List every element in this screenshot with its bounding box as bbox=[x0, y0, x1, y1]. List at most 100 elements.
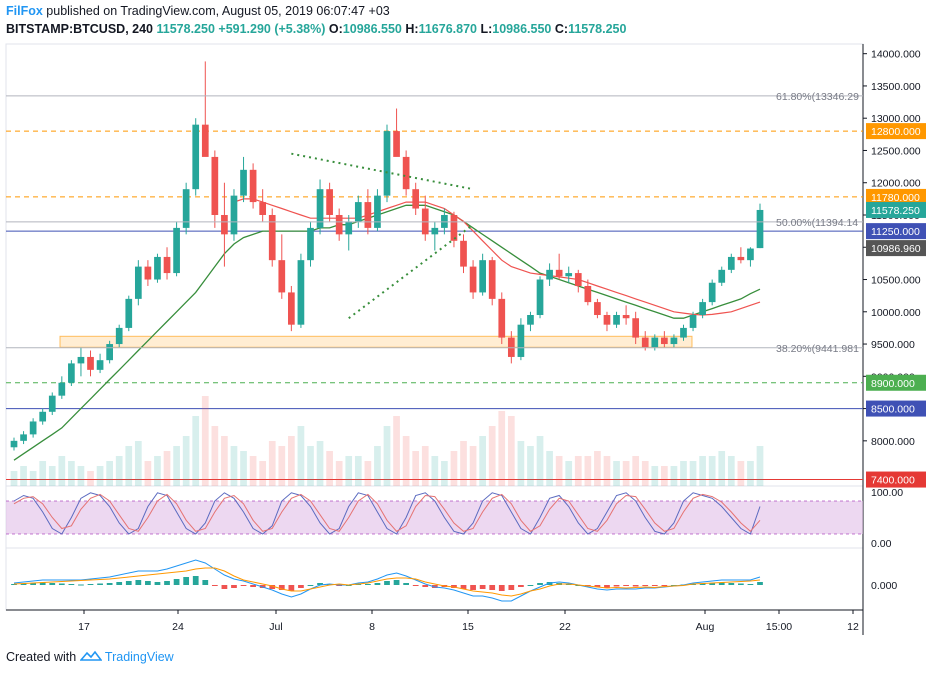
time-axis[interactable]: 17 24 Jul 8 15 22 Aug 15:00 12 bbox=[78, 610, 859, 633]
macd-histogram-bar bbox=[537, 583, 543, 585]
close-label: C: bbox=[554, 22, 569, 36]
price-tick-label: 12500.000 bbox=[871, 145, 921, 157]
price-axis[interactable]: 8000.0008500.0009000.0009500.00010000.00… bbox=[863, 49, 926, 592]
macd-histogram-bar bbox=[422, 585, 429, 587]
macd-histogram-bar bbox=[78, 584, 84, 586]
level-label: 11250.000 bbox=[871, 226, 920, 238]
tradingview-brand[interactable]: TradingView bbox=[104, 650, 174, 664]
macd-histogram-bar bbox=[288, 585, 295, 591]
triangle-lower-line bbox=[348, 223, 474, 320]
time-tick-label: 22 bbox=[559, 621, 571, 633]
volume-bar bbox=[68, 461, 75, 486]
macd-histogram-bar bbox=[125, 581, 132, 585]
level-label-box bbox=[866, 374, 926, 391]
level-label-box bbox=[866, 400, 926, 417]
candle-body bbox=[641, 337, 649, 348]
rsi-tick-label: 0.00 bbox=[871, 538, 892, 550]
volume-bar bbox=[699, 456, 706, 486]
macd-histogram-bar bbox=[718, 582, 725, 585]
macd-histogram-bar bbox=[49, 583, 56, 585]
fib-annotations: 61.80%(13346.29 50.00%(11394.14 38.20%(944… bbox=[6, 91, 863, 355]
price-tick-label: 13500.000 bbox=[871, 81, 921, 93]
macd-histogram-bar bbox=[298, 585, 304, 588]
candle-body bbox=[517, 324, 525, 357]
macd-tick-label: 0.000 bbox=[871, 580, 897, 592]
symbol-title: BITSTAMP:BTCUSD, 240 bbox=[6, 22, 154, 36]
level-label: 7400.000 bbox=[871, 475, 915, 487]
volume-bar bbox=[450, 451, 458, 486]
volume-bar bbox=[115, 456, 123, 486]
volume-bar bbox=[747, 461, 754, 486]
macd-histogram-bar bbox=[489, 585, 496, 590]
level-label-box bbox=[866, 123, 926, 140]
candle-body bbox=[479, 260, 486, 293]
candle-body bbox=[402, 156, 410, 190]
open-label: O: bbox=[328, 22, 343, 36]
volume-bar bbox=[383, 426, 391, 486]
volume-bar bbox=[460, 441, 467, 486]
author-name[interactable]: FilFox bbox=[6, 4, 43, 18]
candle-body bbox=[737, 256, 745, 261]
triangle-pattern bbox=[291, 152, 474, 320]
time-tick-label: 24 bbox=[172, 621, 184, 633]
macd-histogram-bar bbox=[307, 585, 314, 586]
volume-bar bbox=[651, 466, 659, 486]
candle-body bbox=[278, 260, 286, 293]
candle-body bbox=[173, 227, 180, 274]
triangle-upper-line bbox=[291, 152, 474, 191]
publish-info: FilFox published on TradingView.com, Aug… bbox=[6, 4, 390, 18]
candle-body bbox=[632, 318, 640, 338]
candle-body bbox=[268, 214, 276, 261]
volume-bar bbox=[201, 396, 209, 486]
candle-body bbox=[125, 298, 133, 328]
candle-body bbox=[584, 285, 592, 303]
macd-histogram-bar bbox=[709, 583, 716, 585]
volume-bar bbox=[421, 446, 429, 486]
macd-histogram-bar bbox=[738, 583, 744, 585]
ma-line bbox=[13, 204, 761, 461]
macd-histogram-bar bbox=[632, 585, 639, 587]
macd-histogram-bar bbox=[460, 585, 467, 589]
volume-bar bbox=[374, 446, 381, 486]
macd-histogram-bar bbox=[269, 585, 276, 589]
macd-histogram-bar bbox=[106, 583, 113, 585]
macd-histogram-bar bbox=[58, 583, 65, 585]
candle-body bbox=[431, 227, 439, 235]
level-label-box bbox=[866, 223, 926, 240]
macd-histogram-bar bbox=[30, 583, 36, 585]
volume-bar bbox=[182, 436, 190, 486]
candle-body bbox=[345, 221, 353, 235]
volume-bar bbox=[670, 466, 678, 486]
macd-histogram-bar bbox=[518, 585, 524, 587]
candle-body bbox=[536, 279, 544, 316]
candle-body bbox=[316, 189, 324, 228]
macd-histogram-bar bbox=[240, 585, 247, 586]
price-tick-label: 10000.000 bbox=[871, 307, 921, 319]
macd-histogram-bar bbox=[479, 585, 486, 589]
time-tick-label: 17 bbox=[78, 621, 90, 633]
macd-histogram-bar bbox=[498, 585, 505, 591]
candle-body bbox=[555, 269, 563, 277]
candle-body bbox=[756, 209, 764, 249]
price-tick-label: 9500.000 bbox=[871, 339, 915, 351]
candle-body bbox=[335, 214, 343, 235]
support-zone-rect bbox=[59, 335, 693, 348]
level-label-box bbox=[866, 471, 926, 488]
macd-histogram-bar bbox=[317, 583, 323, 585]
candle-body bbox=[661, 337, 668, 345]
price-tick-label: 14000.000 bbox=[871, 49, 921, 61]
volume-bar bbox=[632, 456, 640, 486]
candle-body bbox=[689, 315, 697, 328]
signal-line bbox=[13, 567, 761, 597]
volume-bar bbox=[507, 416, 515, 486]
candle-body bbox=[39, 411, 47, 422]
time-tick-label: 12 bbox=[847, 621, 859, 633]
horizontal-levels bbox=[6, 130, 863, 481]
candle-body bbox=[48, 395, 56, 412]
macd-histogram-bar bbox=[20, 583, 27, 585]
macd-histogram-bar bbox=[747, 584, 754, 585]
candle-body bbox=[249, 169, 257, 203]
low-value: 10986.550 bbox=[492, 22, 552, 36]
volume-bar bbox=[536, 436, 544, 486]
